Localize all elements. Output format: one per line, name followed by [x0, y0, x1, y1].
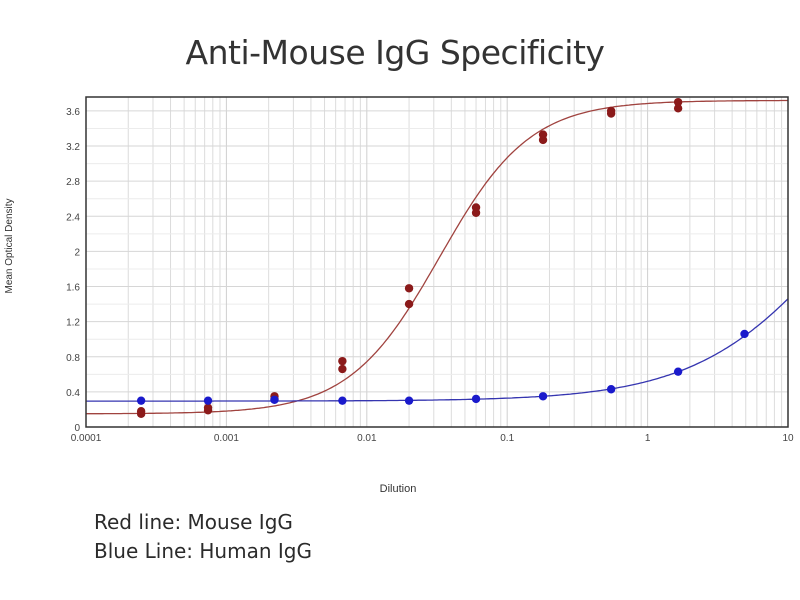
plot-frame — [85, 96, 789, 428]
data-point-human-igg — [203, 396, 213, 405]
data-point-mouse-igg — [404, 299, 414, 309]
data-point-human-igg — [404, 396, 414, 405]
y-tick-label: 0 — [74, 423, 80, 434]
data-point-human-igg — [270, 395, 279, 404]
x-axis-label: Dilution — [380, 483, 417, 495]
fit-curve-human-igg — [86, 298, 789, 402]
y-tick-label: 1.6 — [66, 283, 80, 294]
grid-minor — [86, 97, 788, 427]
data-point-mouse-igg — [606, 106, 616, 116]
y-tick-label: 0.8 — [66, 353, 80, 364]
x-tick-label: 0.01 — [357, 433, 377, 444]
y-tick-label: 3.2 — [66, 142, 80, 153]
fit-curve-mouse-igg — [86, 99, 788, 415]
data-point-mouse-igg — [136, 406, 146, 416]
fit-curves — [86, 99, 789, 415]
data-point-human-igg — [338, 396, 347, 405]
data-point-human-igg — [673, 367, 683, 376]
x-tick-label: 1 — [645, 433, 651, 444]
data-point-mouse-igg — [673, 97, 683, 107]
data-point-human-igg — [136, 396, 146, 405]
y-tick-label: 3.6 — [66, 107, 80, 118]
data-point-human-igg — [606, 385, 616, 394]
y-tick-label: 1.2 — [66, 318, 80, 329]
data-point-mouse-igg — [471, 203, 481, 212]
y-axis-label: Mean Optical Density — [4, 198, 15, 293]
y-tick-label: 2 — [74, 247, 80, 258]
legend-human-igg: Blue Line: Human IgG — [94, 539, 312, 563]
data-point-mouse-igg — [404, 284, 414, 293]
legend-note: Red line: Mouse IgG Blue Line: Human IgG — [94, 508, 312, 566]
data-point-mouse-igg — [338, 364, 347, 374]
x-tick-labels: 0.0001 0.001 0.01 0.1 1 10 — [71, 433, 794, 444]
y-tick-labels: 0 0.4 0.8 1.2 1.6 2 2.4 2.8 3.2 3.6 — [66, 107, 80, 434]
data-point-mouse-igg — [538, 130, 548, 139]
y-tick-label: 2.4 — [66, 212, 80, 223]
data-point-mouse-igg — [673, 104, 683, 113]
data-point-human-igg — [740, 329, 749, 339]
x-tick-label: 0.0001 — [71, 433, 102, 444]
legend-mouse-igg: Red line: Mouse IgG — [94, 510, 293, 534]
y-tick-label: 0.4 — [66, 388, 80, 399]
chart-title: Anti-Mouse IgG Specificity — [185, 33, 605, 72]
x-tick-label: 0.1 — [500, 433, 514, 444]
data-point-human-igg — [538, 392, 548, 401]
data-point-mouse-igg — [203, 403, 213, 412]
data-point-mouse-igg — [338, 356, 347, 366]
y-tick-label: 2.8 — [66, 177, 80, 188]
x-tick-label: 10 — [782, 433, 794, 444]
x-tick-label: 0.001 — [214, 433, 239, 444]
data-point-human-igg — [471, 394, 481, 404]
data-points — [136, 97, 749, 419]
